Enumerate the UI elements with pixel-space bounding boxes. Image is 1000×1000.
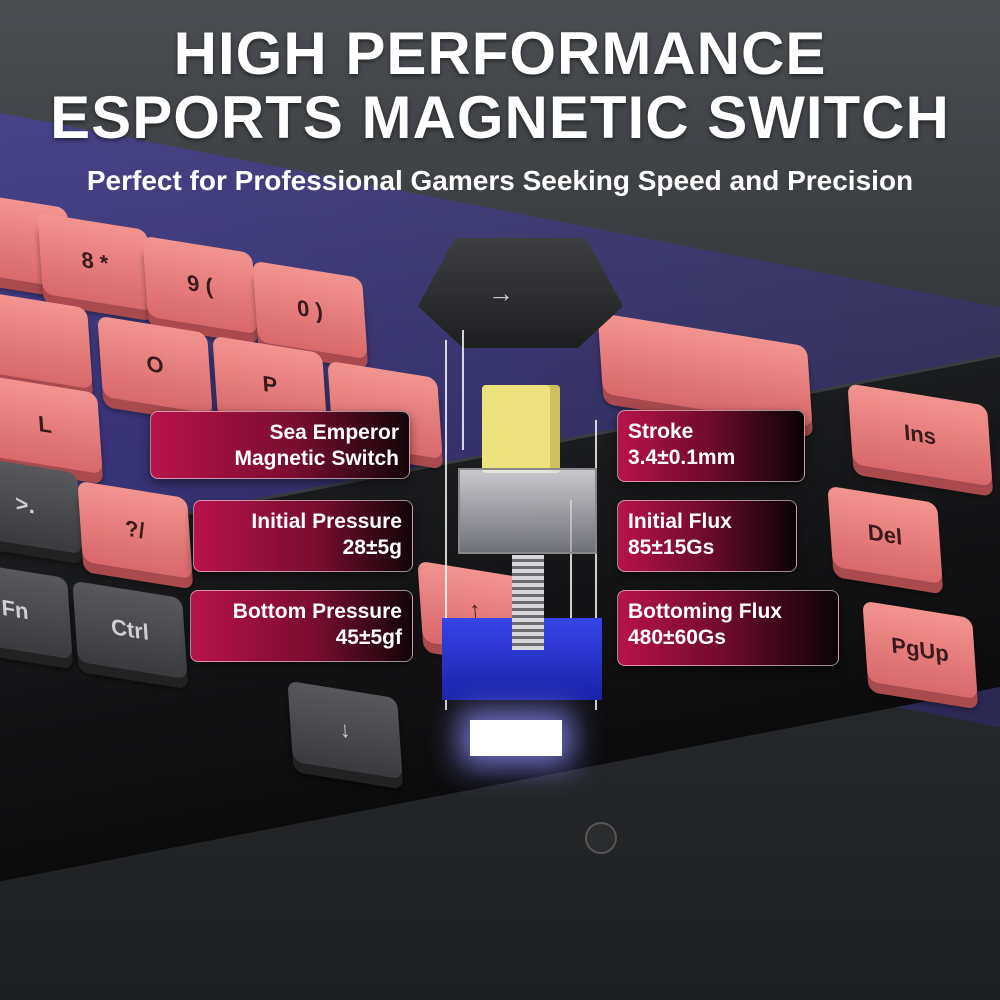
usb-port <box>585 822 617 854</box>
keycap-fn: Fn <box>0 560 73 660</box>
spec-value: 480±60Gs <box>628 626 726 649</box>
spec-label: Stroke <box>628 420 694 443</box>
keycap-l: L <box>0 375 103 475</box>
spec-initial-flux: Initial Flux 85±15Gs <box>617 500 797 572</box>
keycap-ctrl: Ctrl <box>72 580 188 680</box>
keycap-pgup: PgUp <box>862 600 978 700</box>
spec-value: 3.4±0.1mm <box>628 446 736 469</box>
spec-label: Sea Emperor <box>269 421 399 444</box>
keycap-o: O <box>97 315 213 415</box>
keycap-slash: ?/ <box>77 480 193 580</box>
title-line-1: HIGH PERFORMANCE <box>173 20 827 87</box>
spec-label: Initial Pressure <box>251 510 402 533</box>
spec-label: Bottoming Flux <box>628 600 782 623</box>
spec-bottoming-flux: Bottoming Flux 480±60Gs <box>617 590 839 666</box>
spec-initial-pressure: Initial Pressure 28±5g <box>193 500 413 572</box>
spec-switch-name: Sea Emperor Magnetic Switch <box>150 411 410 479</box>
spec-label: Bottom Pressure <box>232 600 402 623</box>
keycap-ins: Ins <box>847 383 993 487</box>
spec-label: Initial Flux <box>628 510 732 533</box>
keycap-up: ↑ <box>417 560 533 660</box>
spec-value: 28±5g <box>342 536 402 559</box>
spec-value: 85±15Gs <box>628 536 715 559</box>
spec-stroke: Stroke 3.4±0.1mm <box>617 410 805 482</box>
spec-bottom-pressure: Bottom Pressure 45±5gf <box>190 590 413 662</box>
keycap-down: ↓ <box>287 680 403 780</box>
title-line-2: ESPORTS MAGNETIC SWITCH <box>50 84 950 151</box>
subtitle: Perfect for Professional Gamers Seeking … <box>86 165 914 196</box>
keycap-period: >. <box>0 455 83 555</box>
spec-label: Magnetic Switch <box>234 447 399 470</box>
keycap-8: 8 * <box>37 212 153 312</box>
keycap-9: 9 ( <box>142 235 258 335</box>
spec-value: 45±5gf <box>335 626 402 649</box>
keycap-del: Del <box>827 485 943 585</box>
keycap <box>0 290 93 390</box>
